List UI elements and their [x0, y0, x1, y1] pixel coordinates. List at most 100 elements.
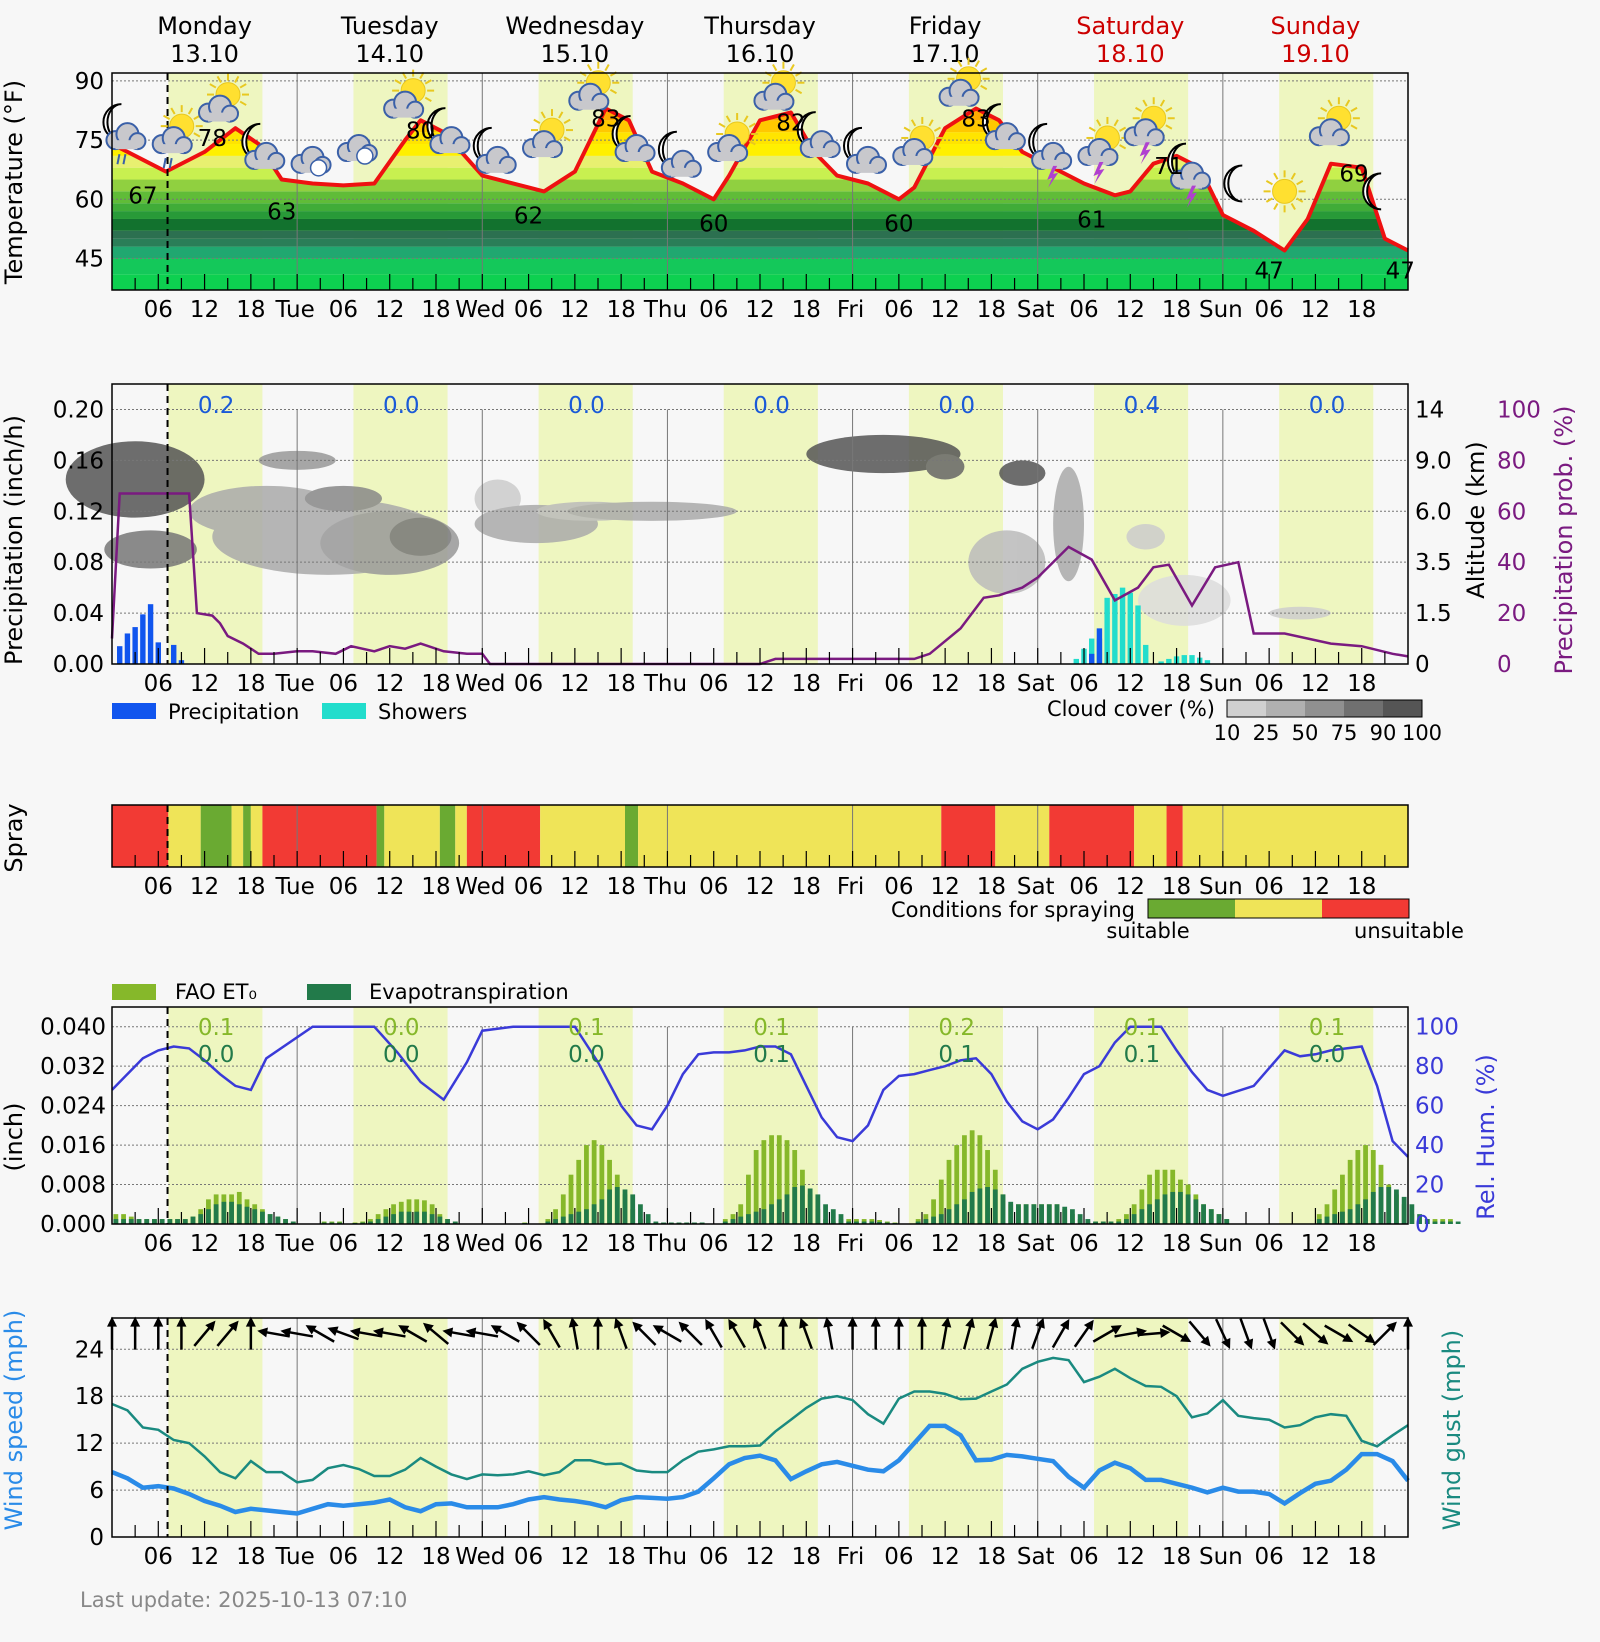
sun-ray	[1165, 124, 1173, 130]
x-tick-label: Thu	[643, 874, 687, 900]
cloud-shape	[660, 149, 702, 178]
evapotranspiration-bar	[869, 1221, 875, 1224]
spray-segment-moderate	[455, 805, 467, 867]
daily-evapo-total: 0.1	[753, 1042, 790, 1068]
evapotranspiration-bar	[452, 1221, 458, 1224]
arrow-head	[516, 1321, 528, 1333]
evapotranspiration-bar	[1378, 1187, 1384, 1224]
wind-direction-arrow-icon	[728, 1318, 746, 1349]
evapotranspiration-bar	[391, 1214, 396, 1224]
temperature-value-label: 47	[1386, 259, 1415, 285]
evapotranspiration-bar	[653, 1221, 659, 1224]
evapotranspiration-panel: 0.1 0.0 0.1 0.1 0.2 0.1 0.10.0 0.0 0.0 0.1 0.1 0.1 0…	[0, 980, 1500, 1257]
wind-direction-arrow-icon	[1262, 1318, 1277, 1350]
cloud-cover-legend-swatch	[1383, 700, 1422, 717]
x-tick-label: 18	[236, 874, 265, 900]
precipitation-panel: 0.2 0.0 0.0 0.0 0.0 0.4 0.006 12 18 Tue 06 12 18 Wed 0…	[0, 383, 1578, 745]
cloud-shape	[475, 145, 517, 174]
sun-ray	[1327, 99, 1333, 107]
y-tick-label: 0.08	[53, 550, 104, 576]
arrow-head	[1266, 1338, 1277, 1350]
wind-direction-arrow-icon	[1010, 1316, 1021, 1350]
x-tick-label: 06	[699, 297, 728, 323]
arrow-head	[205, 1320, 216, 1332]
rain-drop	[116, 153, 121, 165]
fao-et0-bar	[599, 1145, 605, 1224]
daily-precip-total: 0.0	[938, 393, 975, 419]
evapotranspiration-bar	[545, 1221, 551, 1224]
cloud-base	[1318, 136, 1341, 146]
x-tick-label: 06	[1255, 874, 1284, 900]
x-tick-label: Sat	[1017, 671, 1055, 697]
arrow-head	[490, 1325, 502, 1335]
altitude-axis-title: Altitude (km)	[1462, 441, 1490, 598]
spray-segment-moderate	[995, 805, 1050, 867]
x-tick-label: 06	[1069, 1231, 1098, 1257]
sun-ray	[1088, 126, 1096, 132]
day-date-label: 14.10	[355, 40, 424, 68]
cloud-base	[624, 152, 647, 162]
arrow-head	[1083, 1319, 1094, 1331]
precipitation-bar	[132, 627, 138, 664]
arrow-head	[941, 1316, 952, 1328]
arrow-head	[593, 1316, 603, 1327]
daily-evapo-total: 0.1	[938, 1042, 975, 1068]
x-tick-label: 12	[1301, 1231, 1330, 1257]
evapotranspiration-bar	[1324, 1216, 1330, 1224]
sun-ray	[234, 75, 240, 83]
x-tick-label: Sat	[1017, 1231, 1055, 1257]
x-tick-label: Tue	[274, 671, 314, 697]
evapotranspiration-bar	[1347, 1209, 1353, 1224]
x-tick-label: 18	[1347, 297, 1376, 323]
daylight-band	[723, 384, 818, 664]
sun-ray	[1142, 99, 1148, 107]
x-tick-label: 12	[1116, 297, 1145, 323]
precipitation-bar	[124, 633, 131, 664]
humidity-tick-label: 20	[1415, 1173, 1444, 1199]
sun-ray	[1273, 202, 1279, 211]
temperature-value-label: 63	[267, 199, 296, 225]
fao-et0-bar	[576, 1159, 582, 1224]
sun-cloud-icon	[1308, 97, 1360, 147]
x-tick-label: 06	[329, 671, 358, 697]
evapotranspiration-bar	[969, 1191, 975, 1224]
wind-direction-arrow-icon	[1188, 1320, 1211, 1347]
moon-cloud-icon	[981, 103, 1026, 151]
x-tick-label: 18	[421, 874, 450, 900]
x-tick-label: 12	[745, 671, 774, 697]
arrow-head	[1060, 1318, 1070, 1331]
cloud-shape	[244, 141, 286, 170]
spray-segment-moderate	[1134, 805, 1167, 867]
wind-direction-arrow-icon	[543, 1318, 561, 1349]
evapotranspiration-bar	[1008, 1201, 1014, 1224]
evapotranspiration-bar	[1116, 1221, 1122, 1224]
cloud-shape	[105, 122, 147, 165]
sun-ray	[1119, 144, 1127, 150]
fao-et0-bar	[1139, 1189, 1145, 1224]
fao-et0-bar	[1370, 1150, 1376, 1224]
wind-direction-arrow-icon	[280, 1327, 314, 1338]
x-tick-label: Tue	[274, 874, 314, 900]
evapotranspiration-bar	[1394, 1189, 1399, 1224]
sun-ray	[743, 115, 749, 123]
spray-segment-unsuitable	[1166, 805, 1183, 867]
x-tick-label: Tue	[274, 1544, 314, 1570]
sun-cloud-icon	[753, 61, 805, 111]
sun-ray	[933, 126, 941, 132]
temperature-value-label: 61	[1077, 207, 1106, 233]
x-tick-label: 18	[607, 1544, 636, 1570]
moon-icon	[1362, 172, 1382, 211]
wind-direction-arrow-icon	[193, 1320, 216, 1347]
wind-gust-line	[111, 1356, 1409, 1484]
evapotranspiration-bar	[1054, 1204, 1060, 1224]
arrow-head	[245, 1316, 256, 1327]
lightning-bolt	[1139, 142, 1151, 165]
fao-et0-bar	[769, 1135, 774, 1224]
arrow-head	[870, 1316, 881, 1327]
arrow-head	[1317, 1334, 1329, 1345]
cloud-base	[670, 167, 693, 177]
sun-cloud-thunder-icon	[1077, 116, 1129, 184]
humidity-tick-label: 0	[1415, 1212, 1430, 1238]
arrow-head	[632, 1321, 643, 1333]
arrow-head	[1010, 1316, 1021, 1328]
